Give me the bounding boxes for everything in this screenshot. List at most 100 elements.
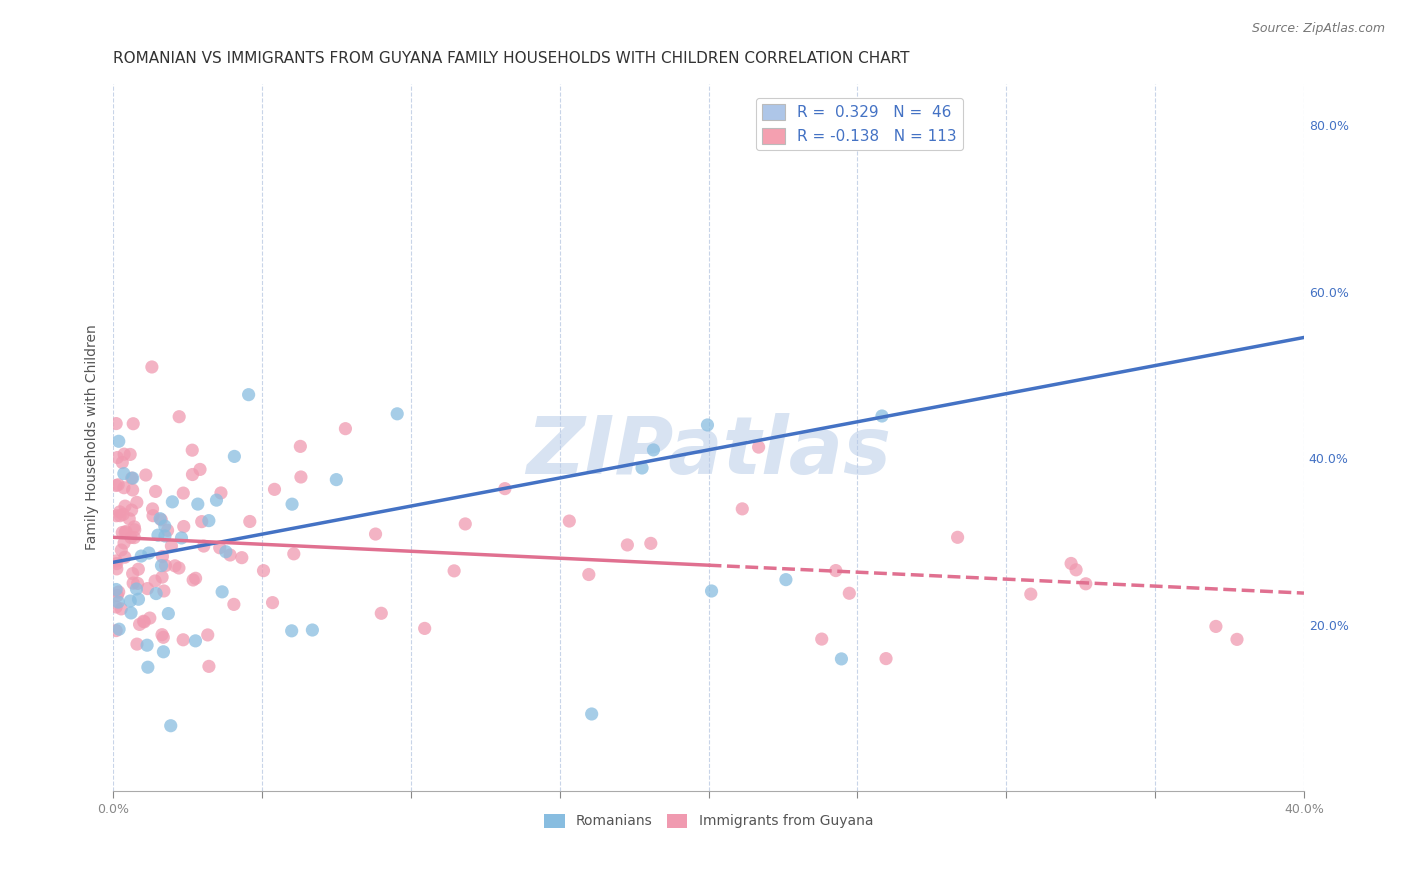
Point — [181, 573, 204, 587]
Point — [107, 477, 129, 491]
Point — [114, 525, 136, 540]
Point — [122, 520, 145, 534]
Point — [173, 519, 195, 533]
Point — [280, 624, 302, 638]
Point — [120, 594, 142, 608]
Point — [167, 561, 190, 575]
Point — [112, 508, 135, 522]
Point — [156, 524, 179, 538]
Point — [118, 512, 141, 526]
Legend: Romanians, Immigrants from Guyana: Romanians, Immigrants from Guyana — [538, 808, 879, 834]
Point — [700, 584, 723, 599]
Point — [110, 602, 132, 616]
Point — [120, 606, 142, 620]
Point — [198, 514, 221, 528]
Point — [108, 505, 131, 519]
Point — [301, 623, 323, 637]
Point — [142, 508, 165, 523]
Point — [112, 467, 135, 481]
Point — [145, 586, 167, 600]
Point — [121, 483, 143, 497]
Point — [215, 545, 238, 559]
Point — [110, 543, 132, 558]
Point — [616, 538, 638, 552]
Point — [136, 660, 159, 674]
Point — [231, 550, 253, 565]
Point — [122, 417, 145, 431]
Point — [124, 531, 146, 545]
Point — [222, 598, 245, 612]
Point — [152, 549, 174, 564]
Point — [149, 511, 172, 525]
Point — [184, 571, 207, 585]
Point — [219, 548, 242, 562]
Point — [190, 515, 212, 529]
Text: ZIPatlas: ZIPatlas — [526, 412, 891, 491]
Point — [107, 585, 129, 599]
Point — [290, 439, 312, 453]
Point — [643, 442, 665, 457]
Point — [121, 566, 143, 581]
Point — [108, 622, 131, 636]
Point — [810, 632, 832, 646]
Point — [187, 497, 209, 511]
Point — [121, 471, 143, 485]
Point — [127, 562, 149, 576]
Point — [162, 495, 184, 509]
Point — [824, 564, 846, 578]
Point — [775, 573, 797, 587]
Point — [364, 527, 387, 541]
Point — [454, 516, 477, 531]
Point — [105, 417, 128, 431]
Point — [122, 576, 145, 591]
Point — [1226, 632, 1249, 647]
Point — [159, 719, 181, 733]
Point — [125, 495, 148, 509]
Point — [205, 493, 228, 508]
Point — [188, 462, 211, 476]
Point — [181, 467, 204, 482]
Point — [870, 409, 893, 423]
Point — [107, 434, 129, 449]
Point — [731, 501, 754, 516]
Point — [150, 558, 173, 573]
Point — [262, 596, 284, 610]
Point — [172, 632, 194, 647]
Point — [127, 592, 149, 607]
Point — [581, 706, 603, 721]
Point — [105, 557, 128, 571]
Point — [114, 499, 136, 513]
Point — [128, 617, 150, 632]
Y-axis label: Family Households with Children: Family Households with Children — [86, 325, 100, 550]
Point — [108, 508, 131, 523]
Point — [335, 422, 357, 436]
Point — [181, 443, 204, 458]
Point — [136, 582, 159, 596]
Point — [494, 482, 516, 496]
Point — [105, 478, 128, 492]
Point — [112, 447, 135, 461]
Point — [114, 550, 136, 565]
Point — [115, 524, 138, 539]
Point — [263, 483, 285, 497]
Point — [283, 547, 305, 561]
Point — [145, 484, 167, 499]
Point — [127, 576, 149, 591]
Point — [125, 582, 148, 596]
Point — [239, 515, 262, 529]
Point — [157, 607, 180, 621]
Point — [121, 471, 143, 485]
Point — [1205, 619, 1227, 633]
Point — [1060, 557, 1083, 571]
Point — [631, 461, 654, 475]
Point — [224, 450, 246, 464]
Point — [105, 589, 128, 603]
Point — [105, 508, 128, 523]
Point — [152, 645, 174, 659]
Point — [387, 407, 409, 421]
Point — [136, 638, 159, 652]
Point — [105, 599, 128, 614]
Point — [120, 447, 142, 461]
Point — [141, 359, 163, 374]
Point — [830, 652, 852, 666]
